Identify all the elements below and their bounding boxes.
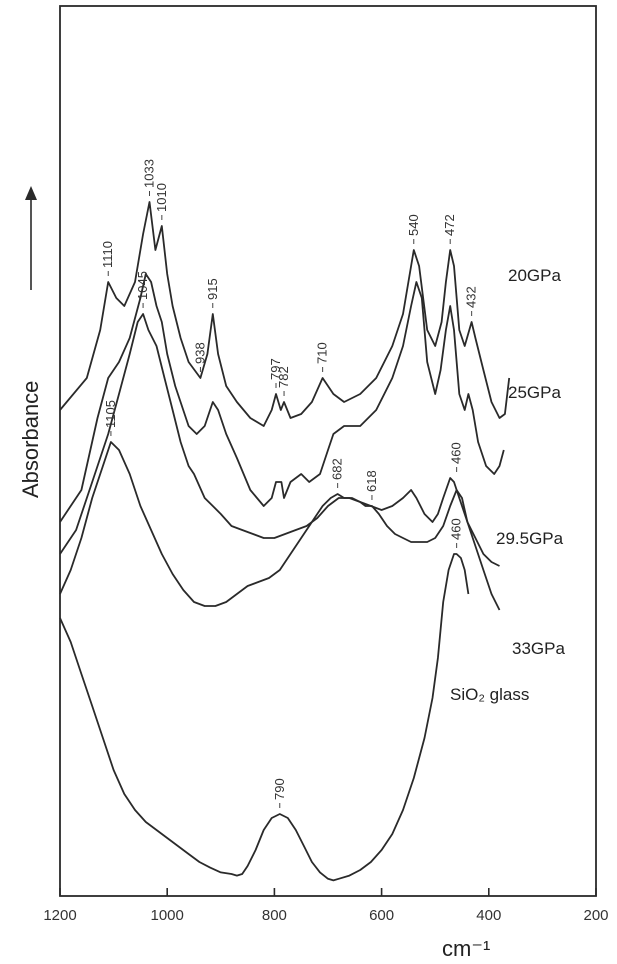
peak-label-1033: 1033	[142, 159, 157, 188]
series-line-0	[59, 201, 511, 427]
peak-label-915: 915	[205, 278, 220, 300]
x-axis-title: cm⁻¹	[442, 936, 490, 961]
y-axis-arrow-head	[25, 186, 37, 200]
peak-label-790: 790	[272, 778, 287, 800]
series-label-25gpa: 25GPa	[508, 383, 561, 402]
series-line-3	[59, 441, 501, 611]
y-axis-title-group: Absorbance	[18, 186, 43, 498]
peak-label-782: 782	[276, 366, 291, 388]
x-tick-label-1200: 1200	[43, 907, 76, 924]
peak-label-1110: 1110	[100, 241, 115, 268]
x-tick-label-200: 200	[583, 907, 608, 924]
peak-label-938: 938	[192, 342, 207, 364]
plot-frame	[59, 5, 597, 897]
peak-label-1010: 1010	[154, 183, 169, 212]
peak-label-472: 472	[442, 214, 457, 236]
peak-label-540: 540	[406, 214, 421, 236]
x-tick-label-1000: 1000	[151, 907, 184, 924]
peak-label-618: 618	[364, 470, 379, 492]
peak-label-432: 432	[464, 286, 479, 308]
peak-label-682: 682	[330, 458, 345, 480]
peak-label-1105: 1105	[103, 400, 118, 428]
peak-label-710: 710	[315, 342, 330, 364]
series-line-1	[59, 273, 505, 523]
series-curves	[59, 201, 511, 882]
y-axis-title: Absorbance	[18, 381, 43, 498]
series-line-4	[59, 553, 470, 882]
series-label-33gpa: 33GPa	[512, 639, 565, 658]
series-line-2	[59, 313, 500, 567]
x-tick-label-800: 800	[262, 907, 287, 924]
peak-label-797: 797	[268, 358, 283, 380]
peak-label-460: 460	[449, 518, 464, 540]
peak-label-460: 460	[449, 442, 464, 464]
series-label-29-5gpa: 29.5GPa	[496, 529, 564, 548]
x-tick-label-400: 400	[476, 907, 501, 924]
series-label-sio2-glass: SiO₂ glass	[450, 685, 529, 704]
x-axis-ticks: 1200 1000 800 600 400 200	[43, 888, 609, 924]
series-label-20gpa: 20GPa	[508, 266, 561, 285]
peak-label-1045: 1045	[135, 271, 150, 300]
x-tick-label-600: 600	[369, 907, 394, 924]
